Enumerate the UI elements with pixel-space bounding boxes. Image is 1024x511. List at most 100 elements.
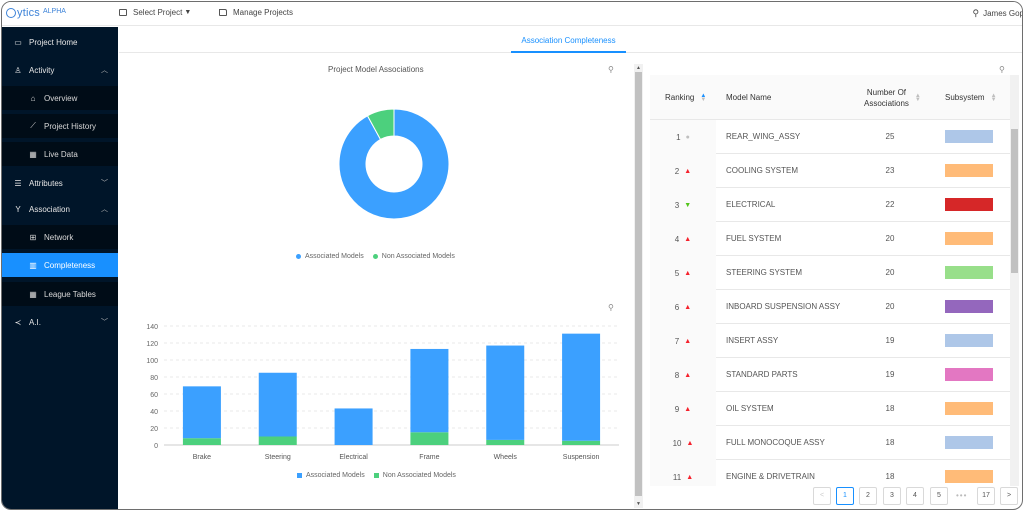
folder-icon xyxy=(219,9,227,16)
x-tick-label: Wheels xyxy=(494,454,518,461)
scroll-down-icon[interactable]: ▼ xyxy=(636,501,641,507)
user-menu[interactable]: ⚲ James Gop xyxy=(973,8,1023,19)
bar-wheels-associated-models[interactable] xyxy=(486,345,525,440)
subsystem-swatch xyxy=(945,164,993,177)
sidebar-item-league-tables[interactable]: ▦ League Tables xyxy=(2,282,118,306)
y-tick-label: 40 xyxy=(150,409,158,416)
tab-bar: Association Completeness xyxy=(119,27,1022,53)
column-header-ranking[interactable]: Ranking ▲ ▼ xyxy=(665,75,706,120)
table-row[interactable]: 10 ▲ FULL MONOCOQUE ASSY 18 xyxy=(650,426,1010,460)
app-logo[interactable]: ytics ALPHA xyxy=(6,5,66,21)
scroll-up-icon[interactable]: ▲ xyxy=(636,65,641,71)
subsystem-swatch xyxy=(945,470,993,483)
subsystem-swatch xyxy=(945,198,993,211)
bar-wheels-non-associated-models[interactable] xyxy=(486,439,525,445)
sidebar-item-network[interactable]: ⊞ Network xyxy=(2,225,118,249)
left-panel-scrollbar[interactable]: ▲ ▼ xyxy=(634,64,643,508)
rank-value: 4 xyxy=(674,234,680,244)
column-header-model-name[interactable]: Model Name xyxy=(726,75,771,120)
bar-steering-associated-models[interactable] xyxy=(258,372,297,437)
rank-cell: 7 ▲ xyxy=(650,324,716,358)
stacked-bar-chart: 0 20 40 60 80 100 120 140 Brake Steering Electrica… xyxy=(146,324,619,461)
table-row[interactable]: 2 ▲ COOLING SYSTEM 23 xyxy=(650,154,1010,188)
legend-item-associated[interactable]: Associated Models xyxy=(296,253,364,260)
pagination-page-4[interactable]: 4 xyxy=(906,487,924,505)
chevron-up-icon: ︿ xyxy=(101,206,108,213)
pagination-page-5[interactable]: 5 xyxy=(930,487,948,505)
sidebar-item-completeness[interactable]: ▥ Completeness xyxy=(2,253,118,277)
table-row[interactable]: 11 ▲ ENGINE & DRIVETRAIN 18 xyxy=(650,460,1010,486)
sidebar-item-ai[interactable]: ≺ A.I. ﹀ xyxy=(2,310,118,334)
bar-suspension-associated-models[interactable] xyxy=(562,333,601,441)
pagination-ellipsis[interactable]: ••• xyxy=(956,491,968,500)
pin-icon[interactable]: ⚲ xyxy=(608,303,614,312)
ranking-table: Ranking ▲ ▼ Model Name Number Of Associati… xyxy=(650,75,1010,486)
legend-item-non-associated[interactable]: Non Associated Models xyxy=(373,472,456,479)
tab-association-completeness[interactable]: Association Completeness xyxy=(511,27,626,53)
rank-cell: 4 ▲ xyxy=(650,222,716,256)
y-tick-label: 0 xyxy=(154,443,158,450)
model-name-cell: FUEL SYSTEM xyxy=(726,234,782,243)
bar-brake-associated-models[interactable] xyxy=(182,386,221,439)
table-row[interactable]: 8 ▲ STANDARD PARTS 19 xyxy=(650,358,1010,392)
scrollbar-thumb[interactable] xyxy=(1011,129,1018,273)
column-header-subsystem[interactable]: Subsystem ▲ ▼ xyxy=(945,75,997,120)
pagination-prev-button[interactable]: < xyxy=(813,487,831,505)
table-row[interactable]: 6 ▲ INBOARD SUSPENSION ASSY 20 xyxy=(650,290,1010,324)
bar-steering-non-associated-models[interactable] xyxy=(258,436,297,446)
table-row[interactable]: 4 ▲ FUEL SYSTEM 20 xyxy=(650,222,1010,256)
pagination-page-3[interactable]: 3 xyxy=(883,487,901,505)
top-bar: ytics ALPHA Select Project ▼ Manage Proj… xyxy=(2,2,1023,26)
legend-label: Associated Models xyxy=(305,253,364,260)
model-name-cell: INBOARD SUSPENSION ASSY xyxy=(726,302,841,311)
bar-frame-non-associated-models[interactable] xyxy=(410,432,449,445)
bar-suspension-non-associated-models[interactable] xyxy=(562,440,601,445)
rank-cell: 2 ▲ xyxy=(650,154,716,188)
table-row[interactable]: 1 ● REAR_WING_ASSY 25 xyxy=(650,120,1010,154)
scrollbar-thumb[interactable] xyxy=(635,72,642,496)
sidebar-item-project-home[interactable]: ▭ Project Home xyxy=(2,30,118,54)
sort-icon[interactable]: ▲ ▼ xyxy=(914,92,921,103)
sidebar-item-label: A.I. xyxy=(29,317,42,327)
sidebar-item-association[interactable]: Y Association ︿ xyxy=(2,197,118,221)
model-name-cell: ELECTRICAL xyxy=(726,200,776,209)
sort-icon[interactable]: ▲ ▼ xyxy=(990,92,997,103)
table-row[interactable]: 9 ▲ OIL SYSTEM 18 xyxy=(650,392,1010,426)
pagination-next-button[interactable]: > xyxy=(1000,487,1018,505)
sidebar-item-project-history[interactable]: ⟋ Project History xyxy=(2,114,118,138)
pagination-page-last[interactable]: 17 xyxy=(977,487,995,505)
select-project-dropdown[interactable]: Select Project ▼ xyxy=(119,8,191,17)
pagination-page-1[interactable]: 1 xyxy=(836,487,854,505)
donut-slice-associated-models[interactable] xyxy=(338,108,450,220)
donut-slice-non-associated-models[interactable] xyxy=(366,108,395,141)
donut-legend: Associated Models Non Associated Models xyxy=(296,253,464,260)
bar-brake-non-associated-models[interactable] xyxy=(182,438,221,445)
sidebar-item-live-data[interactable]: ▦ Live Data xyxy=(2,142,118,166)
pin-icon[interactable]: ⚲ xyxy=(608,65,614,74)
manage-projects-link[interactable]: Manage Projects xyxy=(219,8,293,17)
table-row[interactable]: 7 ▲ INSERT ASSY 19 xyxy=(650,324,1010,358)
subsystem-swatch xyxy=(945,232,993,245)
rank-cell: 6 ▲ xyxy=(650,290,716,324)
bar-electrical-associated-models[interactable] xyxy=(334,408,373,445)
legend-item-associated[interactable]: Associated Models xyxy=(297,472,365,479)
associations-cell: 25 xyxy=(885,132,895,141)
sidebar-item-overview[interactable]: ⌂ Overview xyxy=(2,86,118,110)
rank-up-icon: ▲ xyxy=(684,167,692,175)
bar-frame-associated-models[interactable] xyxy=(410,348,449,433)
table-scrollbar[interactable] xyxy=(1010,75,1019,486)
x-tick-label: Steering xyxy=(265,454,291,461)
table-row[interactable]: 3 ▼ ELECTRICAL 22 xyxy=(650,188,1010,222)
table-row[interactable]: 5 ▲ STEERING SYSTEM 20 xyxy=(650,256,1010,290)
legend-item-non-associated[interactable]: Non Associated Models xyxy=(372,253,455,260)
sidebar: ▭ Project Home ♙ Activity ︿ ⌂ Overview ⟋… xyxy=(2,27,118,509)
alpha-badge: ALPHA xyxy=(43,7,66,15)
pin-icon[interactable]: ⚲ xyxy=(999,65,1005,74)
fork-icon: Y xyxy=(15,204,21,214)
pagination-page-2[interactable]: 2 xyxy=(859,487,877,505)
column-header-associations[interactable]: Number Of Associations ▲ ▼ xyxy=(864,75,921,120)
sidebar-item-activity[interactable]: ♙ Activity ︿ xyxy=(2,58,118,82)
sidebar-item-label: Project History xyxy=(44,121,97,131)
sidebar-item-attributes[interactable]: ☰ Attributes ﹀ xyxy=(2,171,118,195)
sort-icon[interactable]: ▲ ▼ xyxy=(700,92,707,103)
